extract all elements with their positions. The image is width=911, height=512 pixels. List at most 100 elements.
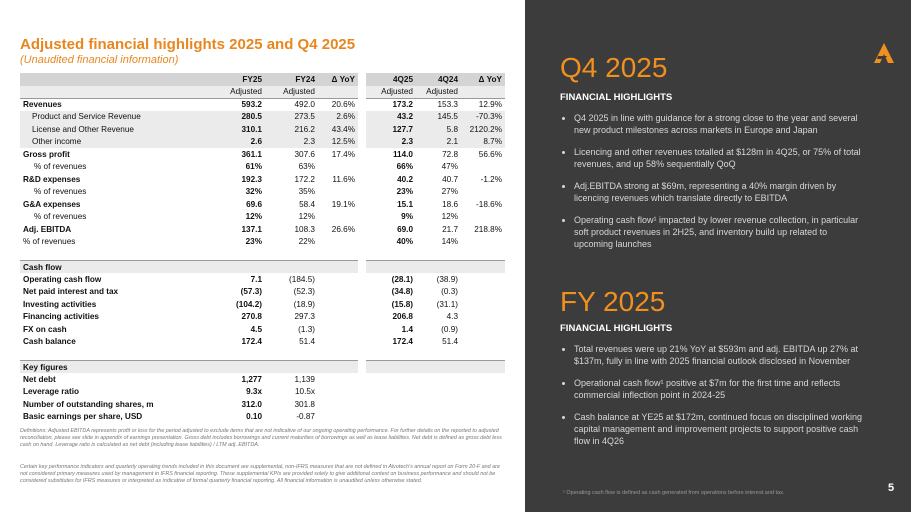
gap-cell bbox=[358, 136, 366, 149]
table-row: % of revenues 32% 35% 23% 27% bbox=[20, 186, 505, 199]
gap-cell bbox=[358, 111, 366, 124]
cell: 9% bbox=[401, 212, 413, 222]
table-row: License and Other Revenue 310.1 216.2 43.4%… bbox=[20, 123, 505, 136]
cell bbox=[416, 386, 461, 399]
cell bbox=[318, 411, 358, 424]
cell: Adjusted bbox=[215, 85, 265, 98]
cell bbox=[461, 236, 505, 249]
cell: 69.6 bbox=[246, 199, 262, 209]
table-row: Product and Service Revenue 280.5 273.5 2.6… bbox=[20, 110, 505, 124]
subtitle: (Unaudited financial information) bbox=[20, 54, 179, 66]
row-label: Gross profit bbox=[23, 149, 70, 159]
cell: 27% bbox=[441, 187, 458, 197]
cell: 56.6% bbox=[478, 149, 502, 159]
row-label: % of revenues bbox=[34, 187, 87, 197]
bullet: Cash balance at YE25 at $172m, continued… bbox=[574, 411, 864, 447]
cell: (57.3) bbox=[240, 287, 262, 297]
table-row: Gross profit 361.1 307.6 17.4% 114.0 72.8 56.6… bbox=[20, 148, 505, 161]
cell: 206.8 bbox=[392, 312, 414, 322]
cell: 153.3 bbox=[416, 97, 461, 111]
cell: 12% bbox=[298, 212, 315, 222]
cell bbox=[366, 260, 416, 273]
cell bbox=[318, 161, 358, 174]
cell: 12.9% bbox=[461, 97, 505, 111]
cell: 108.3 bbox=[294, 224, 316, 234]
cell bbox=[366, 373, 416, 386]
cell: (15.8) bbox=[391, 299, 413, 309]
cell bbox=[416, 360, 461, 373]
gap-cell bbox=[358, 311, 366, 324]
gap-cell bbox=[358, 223, 366, 236]
cell bbox=[318, 373, 358, 386]
row-label: Operating cash flow bbox=[23, 274, 102, 284]
cell: 12.5% bbox=[318, 135, 358, 148]
cell: Δ YoY bbox=[461, 73, 505, 86]
cell: 270.8 bbox=[241, 312, 263, 322]
cell bbox=[461, 336, 505, 349]
row-label: % of revenues bbox=[34, 162, 87, 172]
table-row: G&A expenses 69.6 58.4 19.1% 15.1 18.6 -18.6% bbox=[20, 198, 505, 211]
kpi-note: Certain key performance indicators and q… bbox=[20, 464, 500, 484]
cell: (31.1) bbox=[436, 299, 458, 309]
gap-cell bbox=[358, 186, 366, 199]
cell bbox=[318, 273, 358, 286]
cell bbox=[416, 260, 461, 273]
cell: 23% bbox=[396, 187, 413, 197]
cell: (104.2) bbox=[236, 299, 262, 309]
bullet: Operating cash flow¹ impacted by lower r… bbox=[574, 214, 864, 250]
table-row: Basic earnings per share, USD 0.10 -0.87 bbox=[20, 411, 505, 424]
gap-cell bbox=[358, 373, 366, 386]
cell bbox=[318, 336, 358, 349]
row-label: Revenues bbox=[20, 97, 215, 111]
cell bbox=[215, 260, 265, 273]
cell: 26.6% bbox=[331, 224, 355, 234]
cell bbox=[416, 248, 461, 261]
cell: 8.7% bbox=[461, 135, 505, 148]
cell: 51.4 bbox=[442, 337, 458, 347]
cell bbox=[215, 348, 265, 361]
gap-cell bbox=[358, 248, 366, 261]
gap-cell bbox=[358, 348, 366, 361]
gap-cell bbox=[358, 236, 366, 249]
gap-cell bbox=[358, 198, 366, 211]
cell: 4.5 bbox=[250, 324, 262, 334]
cell: 216.2 bbox=[265, 123, 318, 136]
cell: -1.2% bbox=[480, 174, 502, 184]
row-label: % of revenues bbox=[23, 237, 76, 247]
gap-cell bbox=[358, 211, 366, 224]
row-label: Leverage ratio bbox=[23, 387, 79, 397]
row-label: Financing activities bbox=[23, 312, 99, 322]
table-row: Number of outstanding shares, m 312.0 301.… bbox=[20, 398, 505, 411]
cell bbox=[461, 373, 505, 386]
cell: 2.6% bbox=[318, 110, 358, 123]
cell: 593.2 bbox=[215, 97, 265, 111]
page-number: 5 bbox=[888, 482, 895, 494]
gap-cell bbox=[358, 323, 366, 336]
logo bbox=[874, 43, 894, 63]
section-title: Q4 2025 bbox=[560, 52, 668, 83]
table-row: R&D expenses 192.3 172.2 11.6% 40.2 40.7 -1.2% bbox=[20, 173, 505, 186]
row-label: Net paid interest and tax bbox=[23, 287, 119, 297]
cell: 69.0 bbox=[397, 224, 413, 234]
cell: 40.7 bbox=[442, 174, 458, 184]
cell bbox=[215, 248, 265, 261]
cell: 9.3x bbox=[246, 387, 262, 397]
gap-cell bbox=[358, 273, 366, 286]
row-label: License and Other Revenue bbox=[20, 123, 215, 136]
cell: 47% bbox=[441, 162, 458, 172]
table-row: Revenues 593.2 492.0 20.6% 173.2 153.3 12.9% bbox=[20, 97, 505, 111]
gap-cell bbox=[358, 173, 366, 186]
cell: FY25 bbox=[215, 73, 265, 86]
cell: -70.3% bbox=[461, 110, 505, 123]
row-label: % of revenues bbox=[34, 212, 87, 222]
bullet: Licencing and other revenues totalled at… bbox=[574, 146, 864, 170]
cell bbox=[461, 298, 505, 311]
section-subtitle: FINANCIAL HIGHLIGHTS bbox=[560, 323, 673, 334]
cell: 172.4 bbox=[241, 337, 263, 347]
cell bbox=[461, 186, 505, 199]
bullet: Operational cash flow¹ positive at $7m f… bbox=[574, 377, 864, 401]
cell: 40.2 bbox=[397, 174, 413, 184]
table-row: % of revenues 12% 12% 9% 12% bbox=[20, 211, 505, 224]
cell: 173.2 bbox=[366, 97, 416, 111]
cell bbox=[461, 248, 505, 261]
